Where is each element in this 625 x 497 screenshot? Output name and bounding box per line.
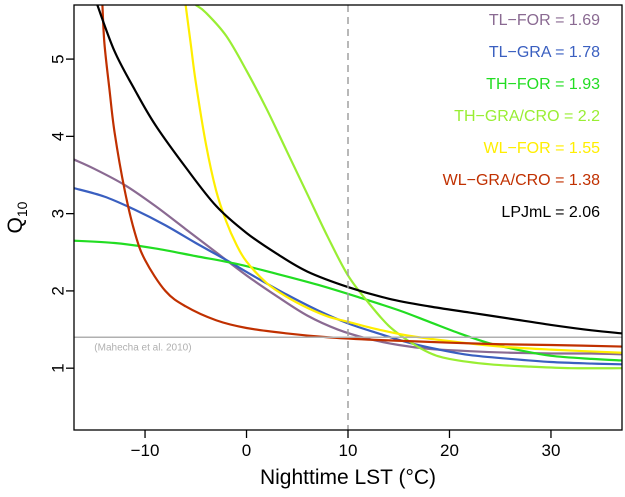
- y-tick-label: 1: [49, 363, 68, 372]
- legend-entry-3: TH−GRA/CRO = 2.2: [454, 108, 600, 125]
- y-axis-title-main: Q: [4, 217, 27, 233]
- legend-entry-4: WL−FOR = 1.55: [484, 140, 601, 157]
- y-tick-label: 3: [49, 209, 68, 218]
- x-tick-label: 20: [440, 441, 459, 460]
- axis-layer: −10 0 10 20 30 1 2 3 4 5: [49, 54, 561, 460]
- x-tick-label: −10: [131, 441, 160, 460]
- series-layer: [74, 5, 622, 370]
- legend-entry-0: TL−FOR = 1.69: [489, 12, 600, 29]
- x-tick-label: 10: [339, 441, 358, 460]
- y-axis-title-subscript: 10: [14, 201, 30, 217]
- series-line-2: [74, 239, 622, 362]
- x-tick-label: 30: [542, 441, 561, 460]
- series-line-4: [184, 5, 622, 354]
- series-line-5: [101, 5, 622, 348]
- legend: TL−FOR = 1.69 TL−GRA = 1.78 TH−FOR = 1.93 T…: [443, 12, 600, 221]
- legend-entry-5: WL−GRA/CRO = 1.38: [443, 172, 600, 189]
- legend-entry-6: LPJmL = 2.06: [501, 204, 600, 221]
- legend-entry-2: TH−FOR = 1.93: [486, 76, 600, 93]
- y-tick-label: 5: [49, 54, 68, 63]
- series-line-6: [96, 5, 622, 335]
- legend-entry-1: TL−GRA = 1.78: [489, 44, 600, 61]
- y-axis-title: Q10: [4, 201, 30, 233]
- reference-line-label: (Mahecha et al. 2010): [94, 342, 191, 353]
- x-axis-title: Nighttime LST (°C): [260, 466, 436, 489]
- series-line-0: [74, 158, 622, 356]
- y-tick-label: 4: [49, 132, 68, 141]
- reference-layer: (Mahecha et al. 2010): [74, 5, 622, 430]
- y-tick-label: 2: [49, 286, 68, 295]
- x-tick-label: 0: [242, 441, 251, 460]
